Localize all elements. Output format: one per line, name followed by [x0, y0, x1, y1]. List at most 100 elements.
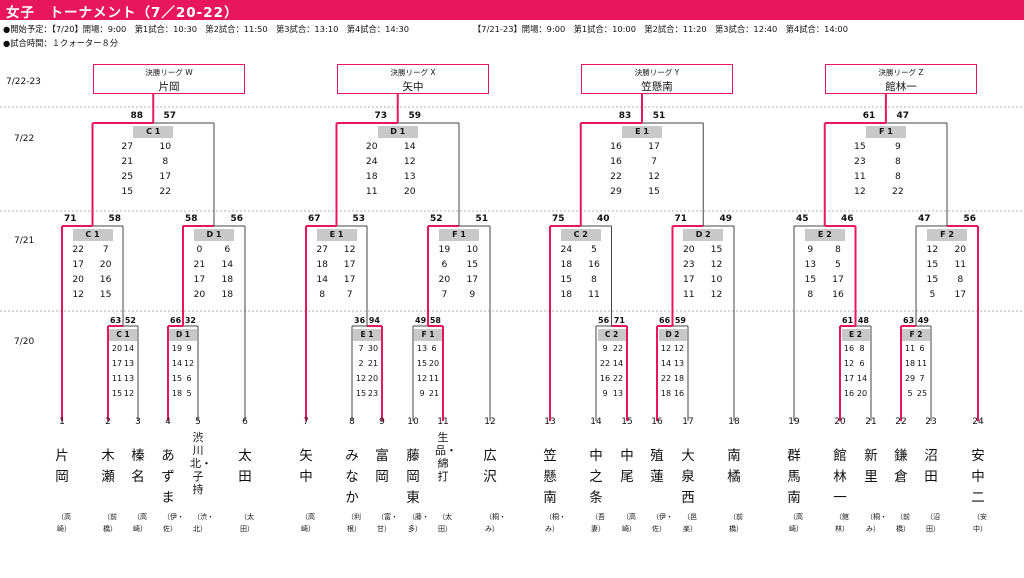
game-label: C 2	[560, 229, 601, 241]
quarter-score-left: 20	[72, 274, 85, 285]
quarter-score-right: 11	[916, 359, 928, 368]
quarter-score-right: 7	[346, 289, 353, 300]
score-left: 47	[918, 214, 931, 224]
score-right: 71	[613, 316, 625, 325]
game-label: E 1	[316, 229, 357, 241]
team-name: 殖蓮	[650, 448, 664, 485]
final-league-team: 矢中	[402, 81, 424, 93]
quarter-score-left: 15	[926, 274, 939, 285]
quarter-score-right: 12	[710, 289, 723, 300]
quarter-score-left: 16	[843, 344, 855, 353]
quarter-score-right: 12	[710, 259, 723, 270]
quarter-score-left: 2	[358, 359, 364, 368]
quarter-score-right: 10	[466, 244, 479, 255]
game-label: F 1	[414, 329, 442, 341]
game-label: F 2	[927, 229, 967, 241]
tournament-header: 女子 トーナメント（7／20-22）	[0, 0, 1024, 21]
team-district: （太田）	[240, 513, 254, 533]
score-right: 32	[184, 316, 196, 325]
team-number: 18	[728, 417, 740, 427]
quarter-score-right: 23	[367, 389, 379, 398]
quarter-score-left: 15	[121, 186, 134, 197]
score-right: 57	[163, 111, 176, 121]
quarter-score-right: 17	[466, 274, 479, 285]
quarter-score-right: 12	[183, 359, 195, 368]
final-league-box: 決勝リーグ Z 館林一	[825, 64, 977, 94]
score-right: 59	[408, 111, 421, 121]
quarter-score-left: 20	[365, 141, 378, 152]
score-right: 48	[857, 316, 869, 325]
quarter-score-right: 14	[403, 141, 416, 152]
quarter-score-left: 16	[610, 141, 622, 152]
team-name: 南橘	[727, 448, 741, 485]
final-league-label: 決勝リーグ X	[390, 68, 436, 77]
quarter-score-right: 12	[123, 389, 135, 398]
quarter-score-left: 15	[355, 389, 367, 398]
team-name: 生品・綿打	[435, 431, 457, 483]
quarter-score-left: 5	[929, 289, 936, 300]
team-name: 沼田	[924, 448, 938, 485]
quarter-score-right: 13	[123, 359, 135, 368]
quarter-score-left: 20	[682, 244, 695, 255]
quarter-score-right: 25	[916, 389, 928, 398]
team-district: （邑楽）	[683, 513, 697, 533]
team-number: 1	[59, 417, 65, 427]
quarter-score-left: 12	[355, 374, 367, 383]
score-right: 59	[674, 316, 686, 325]
team-district: （前橋）	[729, 513, 743, 533]
quarter-score-left: 15	[926, 259, 939, 270]
quarter-score-right: 17	[954, 289, 967, 300]
score-left: 36	[354, 316, 366, 325]
team-number: 16	[651, 417, 663, 427]
quarter-score-left: 5	[907, 389, 913, 398]
team-name: みなか	[345, 448, 359, 506]
score-left: 66	[170, 316, 182, 325]
final-league-box: 決勝リーグ W 片岡	[93, 64, 245, 94]
score-right: 49	[719, 214, 732, 224]
quarter-score-left: 18	[316, 259, 329, 270]
quarter-score-right: 8	[859, 344, 865, 353]
quarter-score-left: 15	[111, 389, 123, 398]
quarter-score-left: 22	[599, 359, 611, 368]
team-name: 中之条	[589, 448, 603, 506]
quarter-score-left: 23	[682, 259, 695, 270]
quarter-score-left: 22	[660, 374, 672, 383]
quarter-score-left: 7	[358, 344, 364, 353]
game-label: E 1	[622, 126, 662, 138]
quarter-score-right: 6	[186, 374, 192, 383]
quarter-score-left: 11	[904, 344, 916, 353]
team-district: （前橋）	[896, 513, 910, 533]
quarter-score-left: 15	[854, 141, 866, 152]
score-right: 94	[368, 316, 380, 325]
quarter-score-left: 22	[610, 171, 622, 182]
score-left: 58	[185, 214, 198, 224]
quarter-score-left: 20	[193, 289, 206, 300]
date-label: 7/20	[14, 337, 35, 347]
score-right: 58	[108, 214, 121, 224]
team-name: 富岡	[375, 448, 389, 485]
team-name: 笠懸南	[543, 448, 557, 506]
team-name: あずま	[161, 448, 175, 506]
quarter-score-left: 21	[193, 259, 206, 270]
quarter-score-right: 18	[221, 289, 234, 300]
team-district: （安中）	[973, 513, 987, 533]
quarter-score-left: 24	[365, 156, 378, 167]
team-district: （吾妻）	[591, 513, 605, 533]
team-name: 木瀬	[101, 448, 115, 485]
team-number: 20	[834, 417, 846, 427]
team-number: 6	[242, 417, 248, 427]
quarter-score-right: 18	[673, 374, 685, 383]
quarter-score-right: 17	[648, 141, 660, 152]
quarter-score-right: 6	[224, 244, 231, 255]
team-name: 中尾	[620, 448, 634, 485]
quarter-score-right: 5	[835, 259, 841, 270]
date-label: 7/21	[14, 236, 35, 246]
score-right: 51	[652, 111, 666, 121]
quarter-score-left: 12	[926, 244, 939, 255]
quarter-score-right: 13	[403, 171, 416, 182]
quarter-score-right: 22	[612, 374, 624, 383]
quarter-score-left: 9	[419, 389, 425, 398]
team-district: （伊・佐）	[652, 513, 673, 533]
team-name: 群馬南	[787, 448, 801, 506]
final-league-team: 館林一	[885, 81, 917, 93]
